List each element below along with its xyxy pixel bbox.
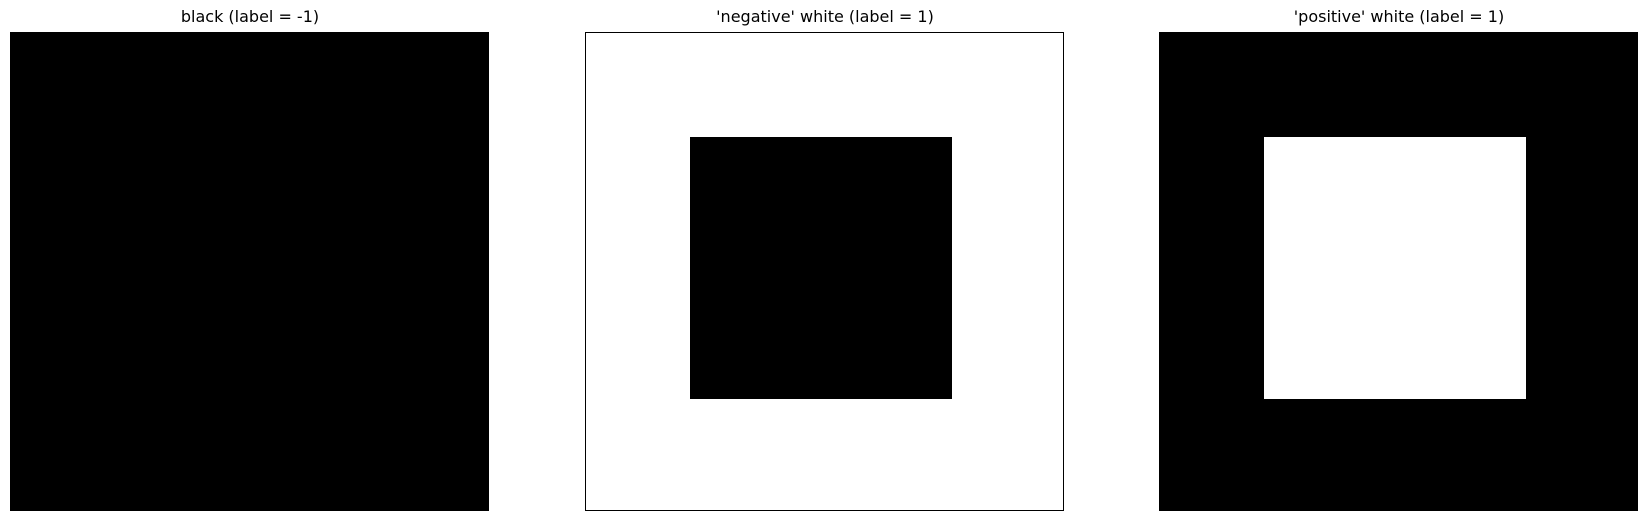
panel-3-inner-square <box>1264 137 1526 399</box>
panel-1-title: black (label = -1) <box>180 7 320 26</box>
panel-3-image <box>1159 32 1638 511</box>
panel-2-inner-square <box>690 137 952 399</box>
panel-2-image <box>585 32 1064 511</box>
panel-3-title: 'positive' white (label = 1) <box>1293 7 1505 26</box>
panel-2-title: 'negative' white (label = 1) <box>716 7 934 26</box>
panel-1-image <box>10 32 489 511</box>
